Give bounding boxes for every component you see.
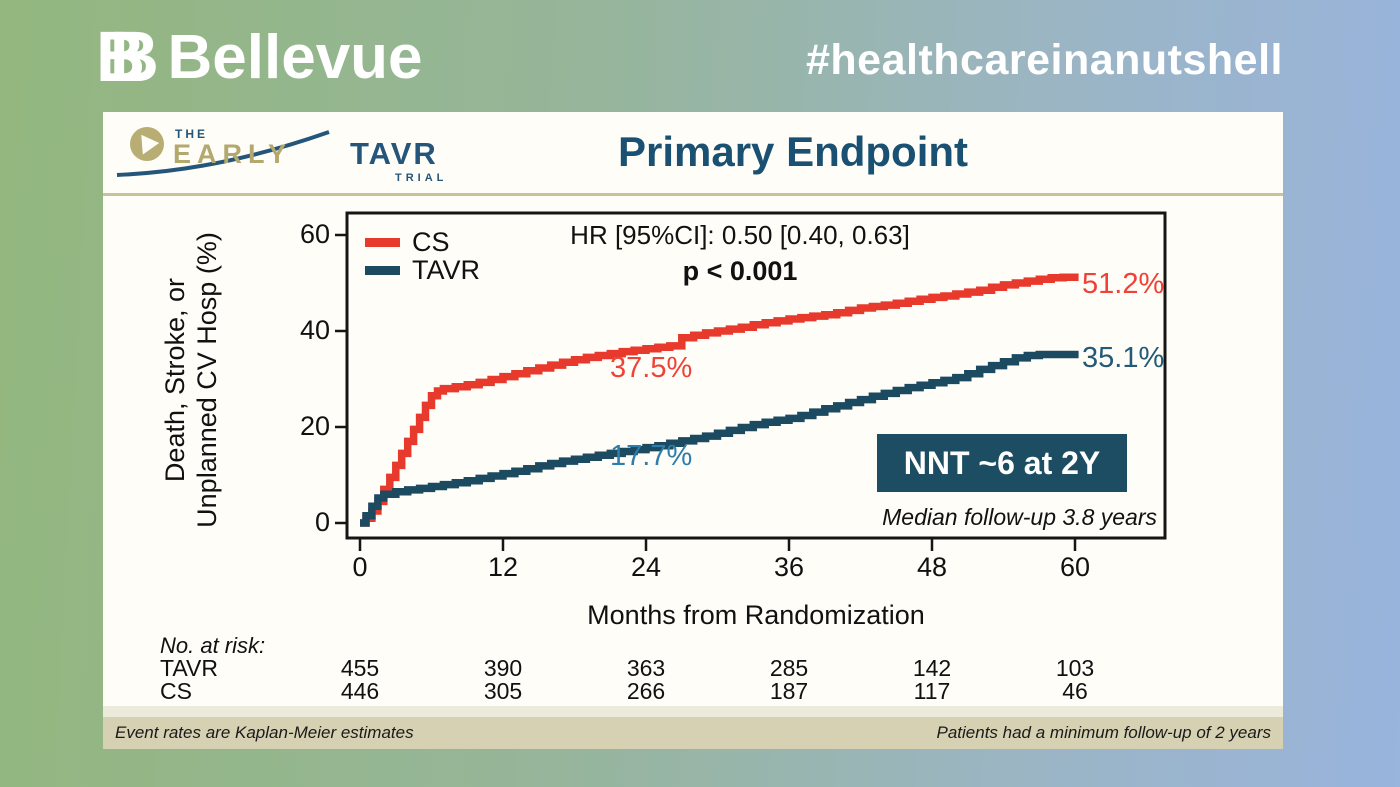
- trial-logo-swoosh-icon: [116, 127, 330, 177]
- at-risk-value: 363: [626, 655, 666, 681]
- trial-logo-tavr: TAVR: [350, 136, 438, 171]
- at-risk-value: 446: [340, 678, 380, 704]
- x-tick-label: 60: [1059, 552, 1091, 582]
- bellevue-logo-mark-icon: BB: [96, 17, 158, 97]
- hashtag-text: #healthcareinanutshell: [806, 36, 1283, 84]
- at-risk-value: 390: [483, 655, 523, 681]
- at-risk-value: 142: [912, 655, 952, 681]
- valve-mark-icon: [141, 134, 160, 155]
- x-axis-label: Months from Randomization: [587, 600, 925, 630]
- early-tavr-trial-logo: THE EARLY TAVR TRIAL: [116, 120, 497, 192]
- tavr-midpoint-label: 17.7%: [610, 440, 693, 472]
- km-plot: [335, 211, 1167, 551]
- at-risk-value: 117: [913, 678, 951, 704]
- y-tick-label: 20: [299, 411, 330, 441]
- trial-logo-early: EARLY: [173, 139, 293, 169]
- at-risk-value: 187: [769, 678, 809, 704]
- tavr-swatch-icon: [365, 265, 400, 275]
- slide: THE EARLY TAVR TRIAL Primary Endpoint De…: [103, 112, 1283, 749]
- tavr-endpoint-label: 35.1%: [1082, 342, 1165, 374]
- x-tick-label: 24: [630, 552, 662, 582]
- footer-strip: [103, 706, 1283, 717]
- p-value-text: p < 0.001: [682, 256, 798, 286]
- header-divider: [103, 193, 1283, 196]
- y-tick-label: 60: [299, 219, 330, 249]
- km-curve-cs: [360, 273, 1079, 527]
- x-tick-label: 12: [487, 552, 519, 582]
- x-tick-label: 0: [352, 552, 368, 582]
- hr-text: HR [95%CI]: 0.50 [0.40, 0.63]: [570, 220, 910, 250]
- at-risk-row-name: CS: [160, 678, 192, 704]
- at-risk-value: 266: [626, 678, 666, 704]
- footer-note-left: Event rates are Kaplan-Meier estimates: [115, 723, 414, 742]
- x-tick-label: 36: [773, 552, 805, 582]
- bellevue-logo: BB Bellevue: [96, 14, 423, 100]
- legend-item-tavr: TAVR: [365, 255, 480, 285]
- trial-logo-trial: TRIAL: [395, 172, 448, 184]
- at-risk-value: 305: [483, 678, 523, 704]
- cs-midpoint-label: 37.5%: [610, 352, 693, 384]
- footer-bar: Event rates are Kaplan-Meier estimates P…: [103, 717, 1283, 749]
- page-title: Primary Endpoint: [617, 128, 969, 175]
- at-risk-value: 46: [1062, 678, 1088, 704]
- bellevue-logo-text: Bellevue: [167, 22, 423, 92]
- chart-legend: CS TAVR: [365, 227, 480, 285]
- km-curve-tavr: [360, 350, 1079, 527]
- x-tick-label: 48: [916, 552, 948, 582]
- hazard-ratio-annotation: HR [95%CI]: 0.50 [0.40, 0.63] p < 0.001: [540, 220, 940, 287]
- cs-swatch-icon: [365, 237, 400, 247]
- at-risk-value: 285: [769, 655, 809, 681]
- at-risk-row-name: TAVR: [160, 655, 218, 681]
- y-tick-label: 40: [299, 315, 330, 345]
- at-risk-value: 103: [1055, 655, 1095, 681]
- cs-endpoint-label: 51.2%: [1082, 268, 1165, 300]
- at-risk-value: 455: [340, 655, 380, 681]
- y-axis-label: Death, Stroke, or Unplanned CV Hosp (%): [160, 232, 223, 528]
- legend-item-cs: CS: [365, 227, 480, 257]
- footer-note-right: Patients had a minimum follow-up of 2 ye…: [936, 723, 1272, 742]
- trial-logo-the: THE: [175, 127, 208, 141]
- y-tick-label: 0: [314, 507, 330, 537]
- median-followup-note: Median follow-up 3.8 years: [882, 504, 1157, 530]
- nnt-callout: NNT ~6 at 2Y: [877, 434, 1127, 492]
- at-risk-title: No. at risk:: [160, 633, 266, 658]
